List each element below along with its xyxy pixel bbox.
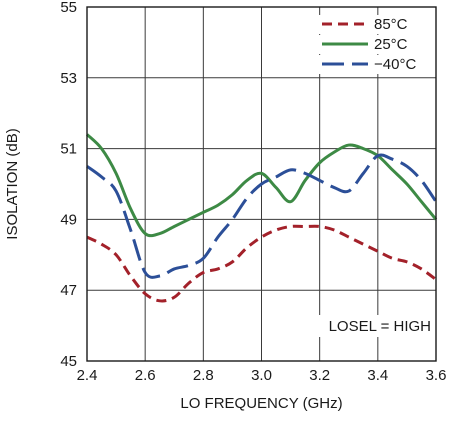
plot-frame — [86, 6, 437, 362]
series-lines — [85, 133, 438, 303]
x-tick-labels: 2.4 2.6 2.8 3.0 3.2 3.4 3.6 — [77, 367, 447, 384]
x-tick-label: 3.4 — [367, 367, 388, 384]
legend-label-40c: −40°C — [374, 56, 416, 73]
y-tick-labels: 45 47 49 51 53 55 — [60, 0, 77, 370]
x-tick-label: 3.0 — [251, 367, 272, 384]
x-axis-label: LO FREQUENCY (GHz) — [180, 395, 342, 412]
legend-entry-background — [316, 15, 430, 34]
x-tick-label: 2.4 — [77, 367, 98, 384]
x-tick-label: 2.8 — [193, 367, 214, 384]
series-line-40c — [86, 153, 438, 279]
legend: 85°C 25°C −40°C — [316, 15, 430, 74]
y-axis-label: ISOLATION (dB) — [4, 128, 21, 239]
x-tick-label: 3.6 — [426, 367, 447, 384]
x-tick-label: 2.6 — [135, 367, 156, 384]
losel-annotation: LOSEL = HIGH — [329, 318, 431, 335]
legend-entry-background — [316, 55, 430, 74]
y-tick-label: 51 — [60, 141, 77, 158]
legend-label-25c: 25°C — [374, 36, 408, 53]
y-tick-label: 55 — [60, 0, 77, 16]
y-tick-label: 47 — [60, 282, 77, 299]
y-tick-label: 53 — [60, 70, 77, 87]
series-line-85c — [86, 224, 437, 303]
legend-entry-background — [316, 35, 430, 54]
annotation-background — [318, 315, 434, 337]
legend-label-85c: 85°C — [374, 16, 408, 33]
y-tick-label: 49 — [60, 211, 77, 228]
y-tick-label: 45 — [60, 353, 77, 370]
x-tick-label: 3.2 — [309, 367, 330, 384]
